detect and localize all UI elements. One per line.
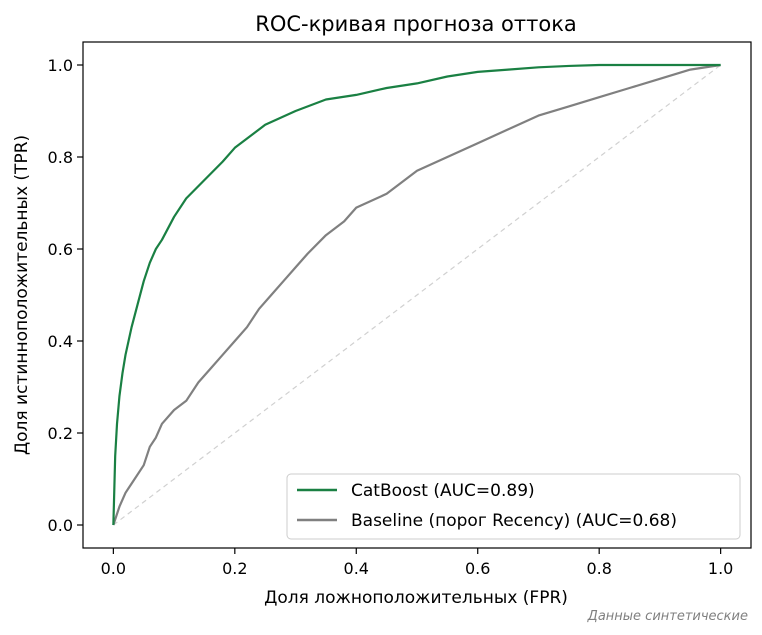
y-tick-label: 1.0 <box>48 56 73 75</box>
y-axis: 0.0 0.2 0.4 0.6 0.8 1.0 <box>48 56 83 535</box>
plot-area-frame <box>82 41 752 549</box>
y-axis-label: Доля истинноположительных (TPR) <box>12 135 32 455</box>
chart-title: ROC-кривая прогноза оттока <box>255 12 577 36</box>
y-tick-label: 0.4 <box>48 332 73 351</box>
x-tick-label: 1.0 <box>708 559 733 578</box>
x-tick-label: 0.6 <box>465 559 490 578</box>
series-layer <box>112 63 722 526</box>
y-tick-label: 0.2 <box>48 424 73 443</box>
series-line-random-diagonal <box>112 64 722 526</box>
series-line-baseline <box>112 63 721 526</box>
y-tick-label: 0.8 <box>48 148 73 167</box>
x-tick-label: 0.2 <box>222 559 247 578</box>
x-tick-label: 0.0 <box>101 559 126 578</box>
series-line-catboost <box>112 63 721 526</box>
legend-box <box>286 473 741 540</box>
y-tick-label: 0.0 <box>48 516 73 535</box>
x-tick-label: 0.8 <box>586 559 611 578</box>
y-tick-label: 0.6 <box>48 240 73 259</box>
x-axis-label: Доля ложноположительных (FPR) <box>264 588 568 608</box>
x-tick-label: 0.4 <box>344 559 369 578</box>
legend: CatBoost (AUC=0.89) Baseline (порог Rece… <box>286 473 741 540</box>
legend-label-baseline: Baseline (порог Recency) (AUC=0.68) <box>351 511 677 531</box>
footnote: Данные синтетические <box>587 609 748 624</box>
legend-label-catboost: CatBoost (AUC=0.89) <box>351 481 535 501</box>
x-axis: 0.0 0.2 0.4 0.6 0.8 1.0 <box>101 548 733 578</box>
